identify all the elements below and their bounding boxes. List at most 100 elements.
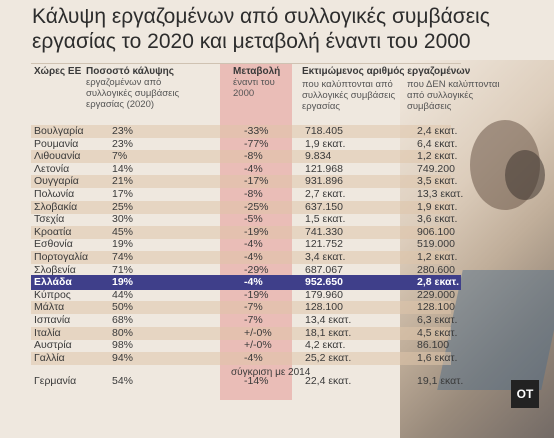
cell-covered: 4,2 εκατ. [305,339,346,352]
cell-not-covered: 1,9 εκατ. [417,200,458,213]
chart-title: Κάλυψη εργαζομένων από συλλογικές συμβάσ… [32,5,490,53]
cell-change: -19% [244,225,269,238]
cell-country: Σλοβενία [34,263,76,276]
cell-covered: 13,4 εκατ. [305,314,352,326]
cell-not-covered: 1,2 εκατ. [417,251,458,263]
cell-change: -17% [244,175,269,188]
header-covered-sub: που καλύπτονται από συλλογικές συμβάσεις… [302,79,396,112]
cell-not-covered: 4,5 εκατ. [417,326,458,339]
cell-not-covered: 906.100 [417,225,455,238]
cell-coverage: 23% [112,125,134,137]
cell-covered: 952.650 [305,276,343,289]
cell-change: +/-0% [244,339,272,352]
cell-country: Κύπρος [34,288,71,301]
cell-change: -29% [244,263,269,276]
cell-country: Ιταλία [34,326,61,339]
cell-country: Λιθουανία [34,150,81,163]
cell-coverage: 19% [112,276,134,289]
cell-country: Εσθονία [34,238,73,251]
row-stripe [31,301,451,315]
cell-coverage: 45% [112,225,134,238]
cell-change: -4% [244,162,263,175]
cell-not-covered: 86.100 [417,339,450,352]
cell-not-covered: 1,2 εκατ. [417,150,458,163]
cell-change: -8% [244,150,263,163]
cell-change: -7% [244,301,263,314]
cell-change: +/-0% [244,326,272,339]
cell-change: -14% [244,375,269,388]
cell-country: Λετονία [34,162,70,175]
cell-not-covered: 229.000 [417,288,455,301]
cell-change: -25% [244,200,269,213]
cell-not-covered: 2,8 εκατ. [417,276,460,289]
cell-covered: 637.150 [305,200,343,213]
cell-country: Γαλλία [34,351,65,364]
cell-covered: 121.752 [305,238,343,251]
header-change: Μεταβολή έναντι του 2000 [233,66,293,99]
cell-coverage: 68% [112,314,134,326]
header-divider [31,63,461,64]
cell-not-covered: 19,1 εκατ. [417,375,464,388]
cell-change: -77% [244,137,269,150]
cell-covered: 3,4 εκατ. [305,251,346,263]
cell-covered: 121.968 [305,162,343,175]
cell-coverage: 23% [112,137,134,150]
cell-covered: 128.100 [305,301,343,314]
header-country: Χώρες ΕΕ [34,66,81,77]
cell-coverage: 30% [112,213,134,226]
cell-coverage: 25% [112,200,134,213]
cell-not-covered: 13,3 εκατ. [417,188,464,200]
highlight-row-greece [31,275,461,291]
cell-coverage: 54% [112,375,134,388]
cell-change: -4% [244,351,263,364]
cell-coverage: 50% [112,301,134,314]
cell-coverage: 74% [112,251,134,263]
cell-coverage: 44% [112,288,134,301]
cell-coverage: 14% [112,162,134,175]
cell-covered: 9.834 [305,150,332,163]
cell-coverage: 21% [112,175,134,188]
header-country-label: Χώρες ΕΕ [34,66,82,77]
cell-country: Πορτογαλία [34,251,89,263]
cell-not-covered: 6,3 εκατ. [417,314,458,326]
cell-covered: 2,7 εκατ. [305,188,346,200]
cell-covered: 687.067 [305,263,343,276]
note-comparison-2014: σύγκριση με 2014 [231,367,311,378]
cell-country: Βουλγαρία [34,125,84,137]
background-figure-hair [505,150,545,200]
cell-covered: 931.896 [305,175,343,188]
cell-country: Μάλτα [34,301,65,314]
cell-coverage: 7% [112,150,128,163]
cell-not-covered: 1,6 εκατ. [417,351,458,364]
cell-not-covered: 128.100 [417,301,455,314]
cell-covered: 179.960 [305,288,343,301]
header-estimate-label: Εκτιμώμενος αριθμός εργαζομένων [302,66,471,77]
cell-coverage: 19% [112,238,134,251]
cell-covered: 25,2 εκατ. [305,351,352,364]
background-photo [400,60,554,438]
cell-country: Ισπανία [34,314,71,326]
header-coverage-label: Ποσοστό κάλυψης [86,66,174,77]
cell-not-covered: 6,4 εκατ. [417,137,458,150]
cell-covered: 18,1 εκατ. [305,326,352,339]
cell-country: Ουγγαρία [34,175,79,188]
cell-change: -8% [244,188,263,200]
header-estimate: Εκτιμώμενος αριθμός εργαζομένων [302,66,482,77]
cell-covered: 22,4 εκατ. [305,375,352,388]
cell-country: Ρουμανία [34,137,79,150]
row-stripe [31,175,451,189]
cell-country: Κροατία [34,225,72,238]
header-coverage: Ποσοστό κάλυψης εργαζομένων από συλλογικ… [86,66,206,110]
header-covered: που καλύπτονται από συλλογικές συμβάσεις… [302,79,402,112]
cell-covered: 741.330 [305,225,343,238]
cell-change: -33% [244,125,269,137]
cell-covered: 1,5 εκατ. [305,213,346,226]
cell-coverage: 17% [112,188,134,200]
header-not-covered-sub: που ΔΕΝ καλύπτονται από συλλογικές συμβά… [407,79,500,112]
cell-change: -19% [244,288,269,301]
cell-country: Πολωνία [34,188,75,200]
cell-country: Τσεχία [34,213,65,226]
header-change-label: Μεταβολή [233,66,281,77]
cell-not-covered: 749.200 [417,162,455,175]
row-stripe [31,200,451,214]
